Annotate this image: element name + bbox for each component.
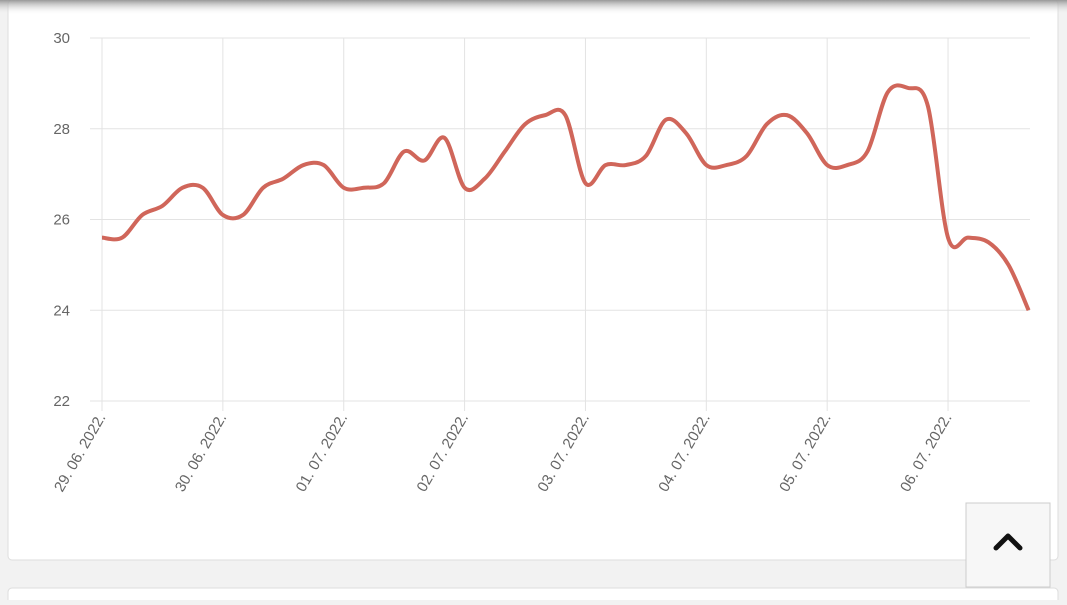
- scroll-top-button[interactable]: [965, 502, 1051, 588]
- top-shadow: [0, 0, 1067, 14]
- button-box[interactable]: [965, 502, 1051, 588]
- y-tick-label: 30: [53, 30, 70, 47]
- y-tick-label: 24: [53, 302, 70, 319]
- y-tick-label: 26: [53, 212, 70, 229]
- data-line: [101, 83, 1031, 312]
- chevron-up-icon[interactable]: [993, 533, 1023, 551]
- y-tick-label: 28: [53, 121, 70, 138]
- y-tick-label: 22: [53, 393, 70, 410]
- chart-card: [7, 0, 1059, 561]
- next-card: [7, 587, 1059, 605]
